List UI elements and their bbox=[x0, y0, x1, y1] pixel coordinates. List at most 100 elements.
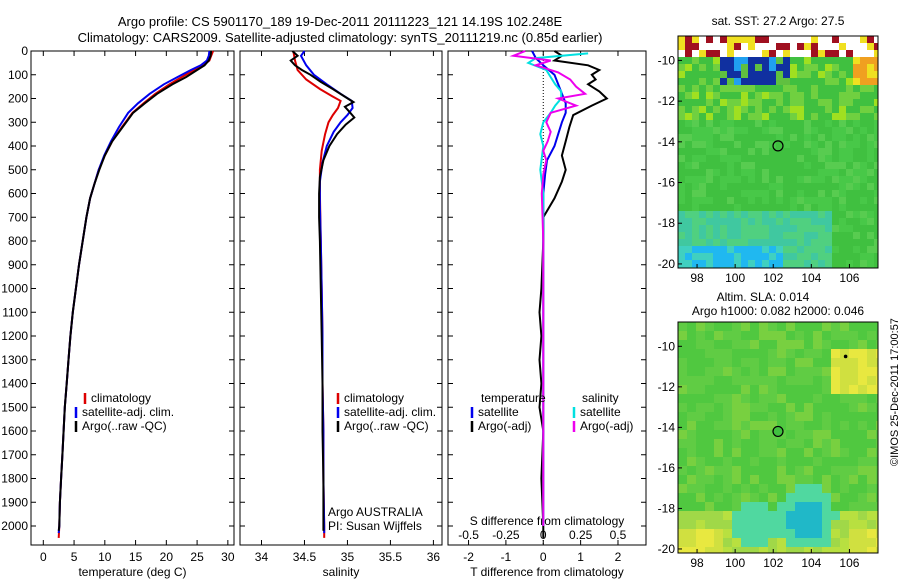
temperature-ytick-label: 500 bbox=[8, 163, 28, 177]
salinity-xtick-label: 35.5 bbox=[379, 550, 403, 564]
sst-map-ytick-label: -16 bbox=[658, 176, 676, 190]
sla-map-ytick-label: -16 bbox=[658, 461, 676, 475]
diff-legend-title-salinity: salinity bbox=[582, 391, 619, 405]
salinity-xaxis-label: salinity bbox=[323, 565, 360, 579]
salinity-annotation-float: Argo AUSTRALIA bbox=[328, 505, 423, 519]
salinity-series-line bbox=[289, 50, 356, 531]
sla-map-field bbox=[678, 322, 878, 553]
sla-map-ytick-label: -10 bbox=[658, 339, 676, 353]
sal-legend-satellite-label: satellite-adj. clim. bbox=[344, 405, 436, 419]
temperature-ytick-label: 1000 bbox=[1, 282, 28, 296]
sst-map-ytick-label: -10 bbox=[658, 53, 676, 67]
temperature-ytick-label: 1400 bbox=[1, 377, 28, 391]
salinity-xtick-label: 36 bbox=[427, 550, 441, 564]
difference-x2tick-label: 0.5 bbox=[610, 528, 627, 542]
difference-series-line bbox=[526, 52, 589, 526]
sla-map-frame bbox=[677, 321, 879, 554]
sst-map-xtick-label: 104 bbox=[801, 271, 821, 285]
diff-legend-s-argo-label: Argo(-adj) bbox=[580, 419, 633, 433]
difference-series-line bbox=[538, 50, 609, 538]
sla-map-xtick-label: 104 bbox=[801, 556, 821, 570]
difference-x2tick-label: -0.5 bbox=[458, 528, 479, 542]
figure-title-line2: Climatology: CARS2009. Satellite-adjuste… bbox=[77, 30, 603, 45]
sst-map-title: sat. SST: 27.2 Argo: 27.5 bbox=[712, 14, 845, 28]
temp-legend-argo-label: Argo(..raw -QC) bbox=[82, 419, 167, 433]
difference-xtick-label: 2 bbox=[615, 550, 622, 564]
difference-x2axis-label: S difference from climatology bbox=[470, 514, 625, 528]
sla-map-ytick-label: -20 bbox=[658, 542, 676, 556]
diff-legend-t-satellite-label: satellite bbox=[478, 405, 519, 419]
temperature-plot-frame bbox=[30, 50, 235, 546]
sst-map-xtick-label: 102 bbox=[763, 271, 783, 285]
sla-map-ytick-label: -18 bbox=[658, 501, 676, 515]
temperature-xtick-label: 0 bbox=[40, 550, 47, 564]
difference-series-line bbox=[509, 50, 588, 526]
sst-map-ytick-label: -12 bbox=[658, 94, 676, 108]
sst-map-xtick-label: 100 bbox=[725, 271, 745, 285]
difference-x2tick-label: -0.25 bbox=[492, 528, 520, 542]
temperature-ytick-label: 800 bbox=[8, 234, 28, 248]
temperature-ytick-label: 1900 bbox=[1, 495, 28, 509]
difference-x2tick-label: 0.25 bbox=[569, 528, 593, 542]
temperature-ytick-label: 900 bbox=[8, 258, 28, 272]
sla-map-subtitle: Argo h1000: 0.082 h2000: 0.046 bbox=[692, 304, 864, 318]
temperature-xaxis-label: temperature (deg C) bbox=[78, 565, 186, 579]
temperature-ytick-label: 700 bbox=[8, 210, 28, 224]
temperature-ytick-label: 2000 bbox=[1, 519, 28, 533]
temperature-xtick-label: 30 bbox=[221, 550, 235, 564]
temperature-ytick-label: 1700 bbox=[1, 448, 28, 462]
temperature-ytick-label: 1600 bbox=[1, 424, 28, 438]
temperature-ytick-label: 300 bbox=[8, 115, 28, 129]
diff-legend-s-satellite-label: satellite bbox=[580, 405, 621, 419]
sla-map-xtick-label: 102 bbox=[763, 556, 783, 570]
salinity-xtick-label: 34.5 bbox=[293, 550, 317, 564]
temperature-xtick-label: 20 bbox=[160, 550, 174, 564]
sla-map-xtick-label: 98 bbox=[690, 556, 704, 570]
sst-map-field bbox=[678, 36, 878, 268]
sst-map-ytick-label: -18 bbox=[658, 216, 676, 230]
sal-legend-argo-label: Argo(..raw -QC) bbox=[344, 419, 429, 433]
sst-map-ytick-label: -14 bbox=[658, 135, 676, 149]
temperature-ytick-label: 0 bbox=[21, 44, 28, 58]
sla-map-argo-marker bbox=[772, 425, 784, 438]
sst-map-xtick-label: 106 bbox=[839, 271, 859, 285]
sla-map-ytick-label: -12 bbox=[658, 380, 676, 394]
sst-map-frame bbox=[677, 35, 879, 269]
temperature-xtick-label: 15 bbox=[129, 550, 143, 564]
salinity-xtick-label: 34 bbox=[255, 550, 269, 564]
sla-map-xtick-label: 100 bbox=[725, 556, 745, 570]
difference-xtick-label: 1 bbox=[577, 550, 584, 564]
temperature-ytick-label: 1200 bbox=[1, 329, 28, 343]
difference-xtick-label: 0 bbox=[540, 550, 547, 564]
diff-legend-title-temperature: temperature bbox=[481, 391, 546, 405]
salinity-xtick-label: 35 bbox=[341, 550, 355, 564]
figure-title-line1: Argo profile: CS 5901170_189 19-Dec-2011… bbox=[117, 14, 563, 29]
temperature-ytick-label: 100 bbox=[8, 68, 28, 82]
diff-legend-t-argo-label: Argo(-adj) bbox=[478, 419, 531, 433]
sst-map-xtick-label: 98 bbox=[690, 271, 704, 285]
salinity-annotation-pi: PI: Susan Wijffels bbox=[328, 519, 422, 533]
temperature-xtick-label: 5 bbox=[71, 550, 78, 564]
temperature-ytick-label: 1500 bbox=[1, 400, 28, 414]
sla-map-secondary-marker bbox=[843, 354, 848, 359]
difference-xaxis-label: T difference from climatology bbox=[470, 565, 624, 579]
sla-map-title: Altim. SLA: 0.014 bbox=[717, 290, 810, 304]
temp-legend-climatology-label: climatology bbox=[91, 391, 151, 405]
difference-xtick-label: -2 bbox=[463, 550, 474, 564]
temperature-ytick-label: 400 bbox=[8, 139, 28, 153]
temperature-ytick-label: 600 bbox=[8, 187, 28, 201]
difference-xtick-label: -1 bbox=[501, 550, 512, 564]
difference-plot-frame bbox=[447, 50, 647, 546]
temperature-series-line bbox=[57, 50, 213, 531]
temperature-ytick-label: 1100 bbox=[2, 305, 28, 319]
timestamp-stamp: ©IMOS 25-Dec-2011 17:00:57 bbox=[889, 318, 900, 466]
salinity-plot-frame bbox=[239, 50, 443, 546]
temperature-ytick-label: 1800 bbox=[1, 472, 28, 486]
temp-legend-satellite-label: satellite-adj. clim. bbox=[82, 405, 174, 419]
sal-legend-climatology-label: climatology bbox=[344, 391, 404, 405]
sla-map-xtick-label: 106 bbox=[839, 556, 859, 570]
temperature-xtick-label: 25 bbox=[190, 550, 204, 564]
sst-map-ytick-label: -20 bbox=[658, 257, 676, 271]
sla-map-ytick-label: -14 bbox=[658, 420, 676, 434]
